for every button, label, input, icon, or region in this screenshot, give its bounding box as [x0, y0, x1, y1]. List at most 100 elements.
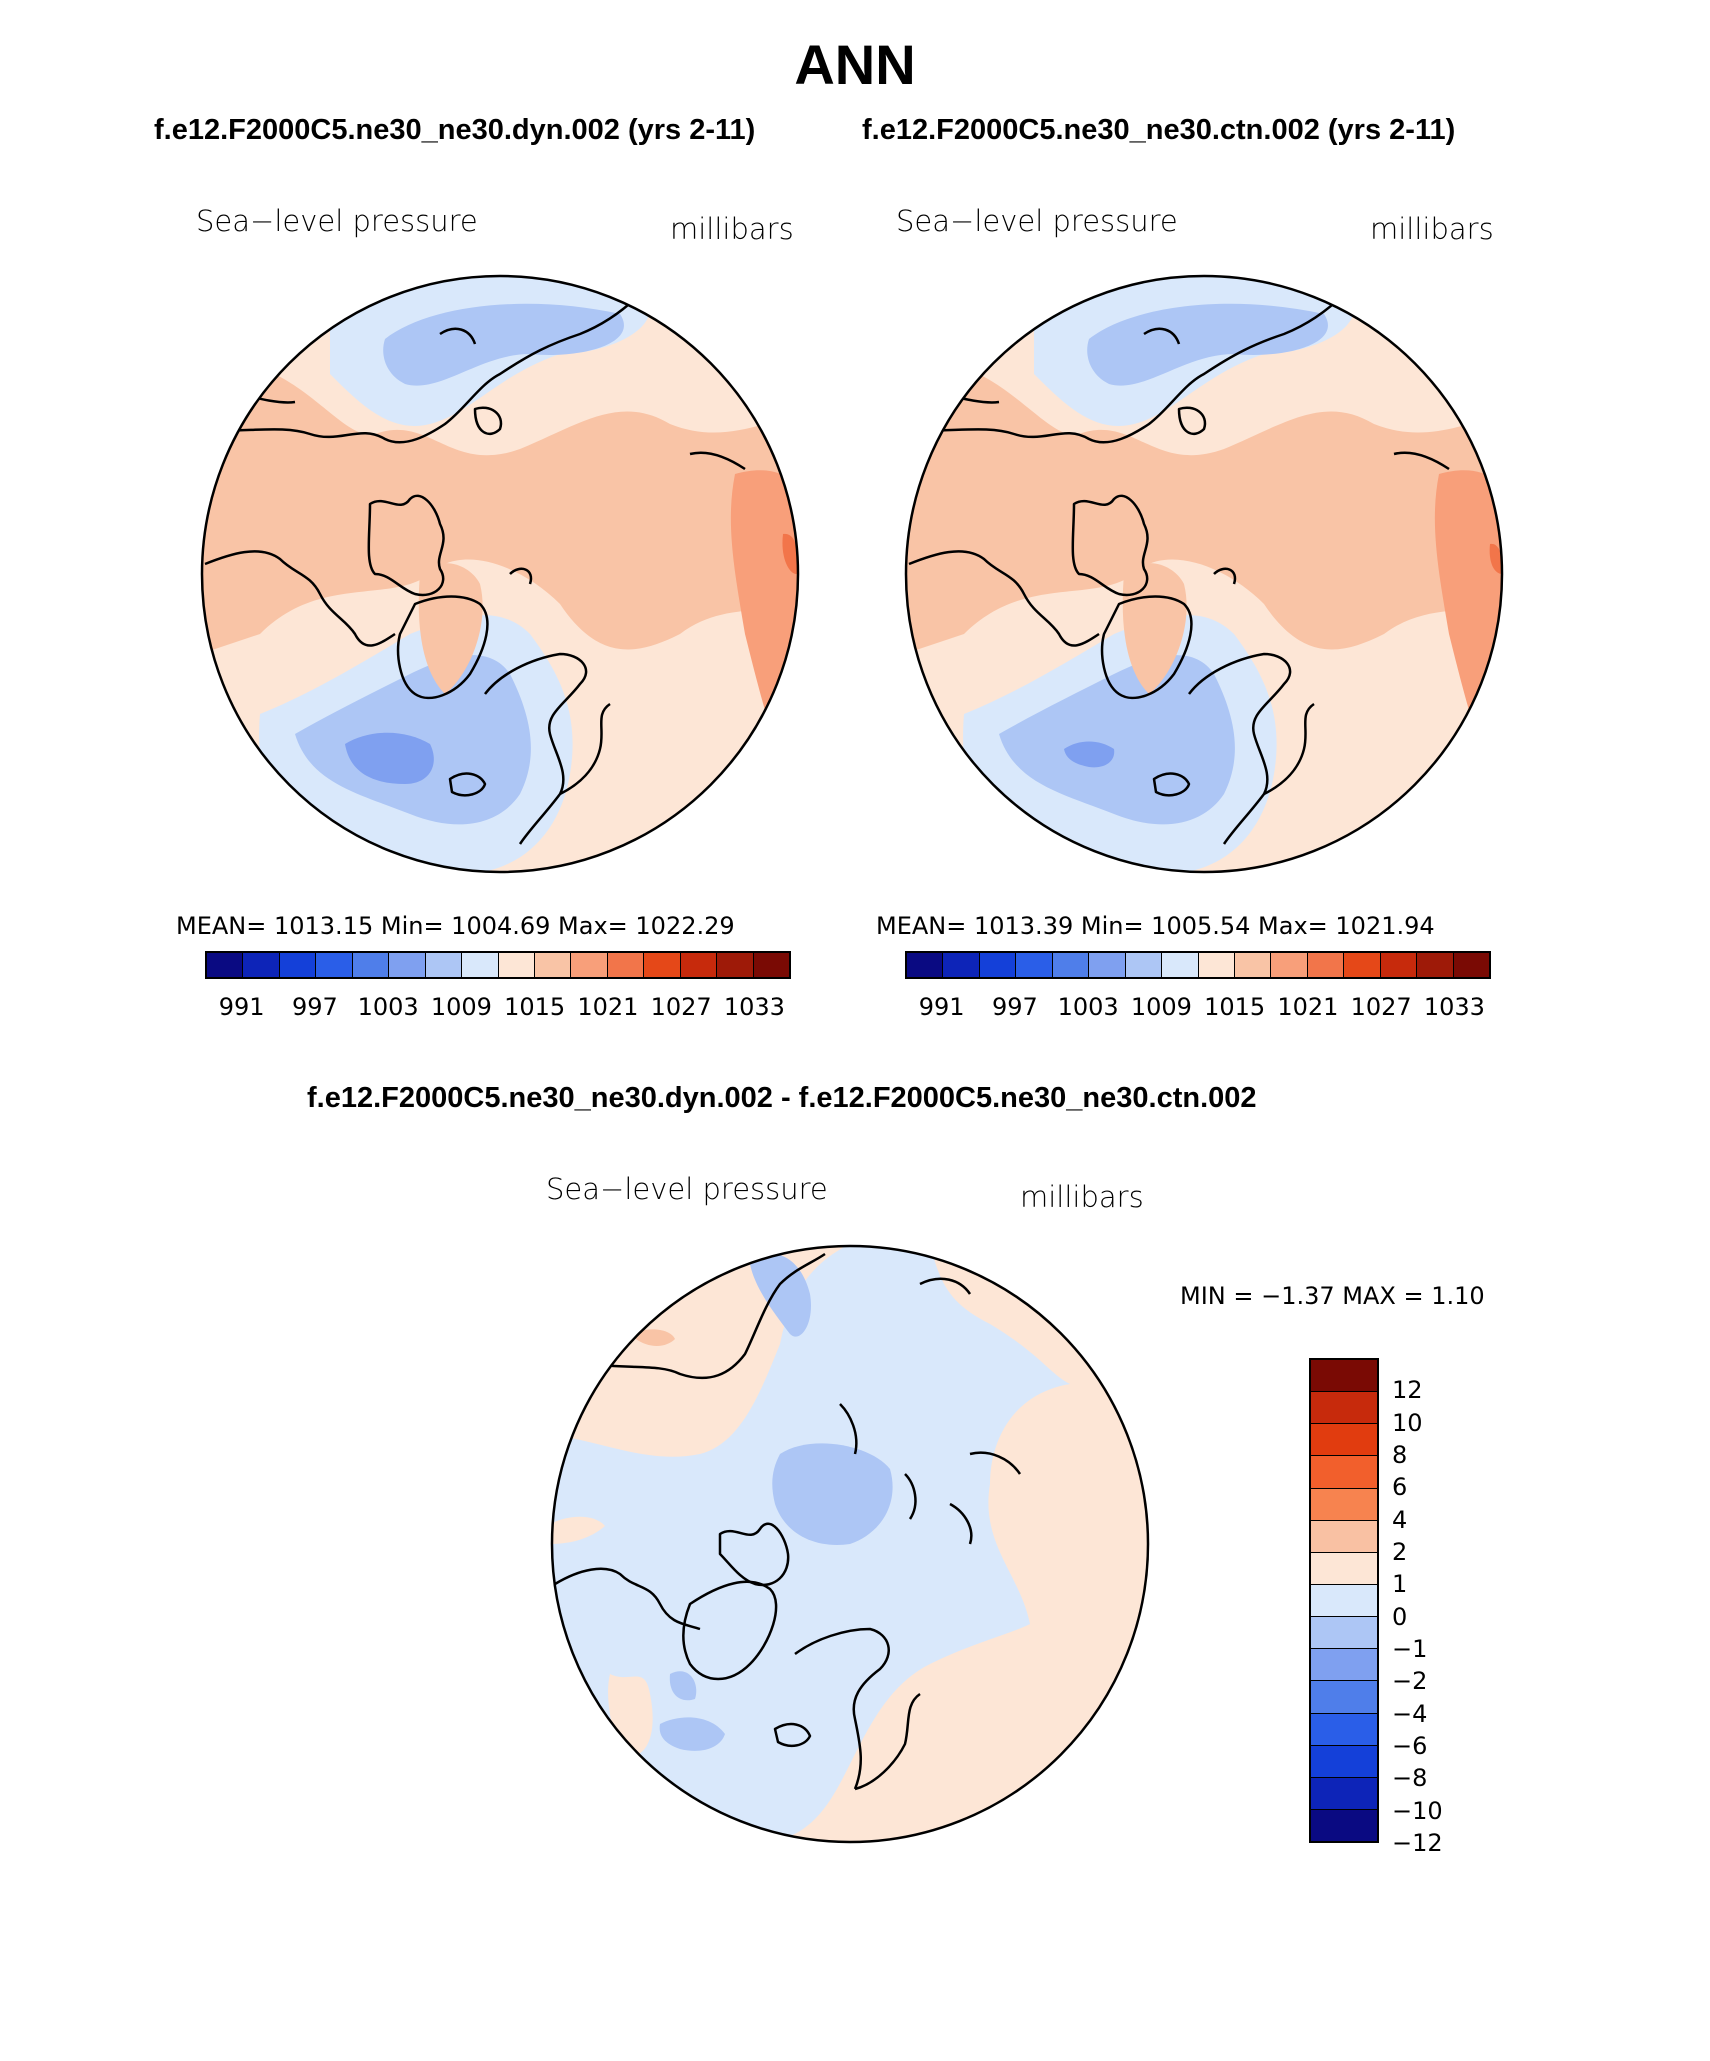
panel1-colorbar-swatch — [425, 953, 463, 977]
diff-colorbar-tick-label: 0 — [1392, 1602, 1408, 1631]
diff-colorbar-tick-label: −1 — [1392, 1635, 1428, 1663]
panel2-colorbar-swatch — [1052, 953, 1090, 977]
diff-minmax: MIN = −1.37 MAX = 1.10 — [1180, 1282, 1485, 1310]
diff-colorbar-swatch — [1311, 1424, 1377, 1457]
diff-colorbar-tick-label: 12 — [1392, 1376, 1423, 1405]
panel1-colorbar-tick-label: 1027 — [650, 993, 712, 1021]
diff-colorbar-ticks: 12 10 8 6 4 2 1 0 −1 −2 −4 −6 −8 −10 −12 — [1392, 1358, 1472, 1857]
diff-colorbar-swatch — [1311, 1456, 1377, 1489]
panel1-colorbar-swatch — [207, 953, 244, 977]
panel1-colorbar-tick-label: 1033 — [723, 993, 785, 1021]
panel1-colorbar-tick-label: 997 — [291, 993, 338, 1021]
panel2-colorbar-tick-label: 1033 — [1423, 993, 1485, 1021]
panel1-colorbar-swatch — [717, 953, 754, 977]
diff-colorbar-tick-label: 4 — [1392, 1505, 1408, 1534]
panel2-colorbar-ticks: 991 997 1003 1009 1015 1021 1027 1033 — [905, 993, 1491, 1023]
subtitle-dyn-run: f.e12.F2000C5.ne30_ne30.dyn.002 (yrs 2-1… — [154, 114, 756, 146]
panel1-colorbar-swatch — [316, 953, 353, 977]
panel1-units-label: millibars — [670, 212, 794, 246]
diff-colorbar-tick-label: −8 — [1392, 1764, 1428, 1793]
panel2-colorbar-tick-label: 1027 — [1350, 993, 1412, 1021]
panel2-colorbar-swatch — [907, 953, 944, 977]
panel1-colorbar-swatch — [462, 953, 499, 977]
panel1-colorbar-swatch — [644, 953, 681, 977]
diff-colorbar-swatch — [1311, 1520, 1377, 1553]
panel1-colorbar-tick-label: 1015 — [504, 993, 566, 1021]
panel2-polar-map — [904, 274, 1504, 874]
diff-colorbar-swatch — [1311, 1584, 1377, 1618]
diff-colorbar-swatch — [1311, 1617, 1377, 1650]
diff-colorbar-tick-label: −6 — [1392, 1732, 1428, 1760]
panel1-colorbar-swatch — [243, 953, 280, 977]
panel2-colorbar-swatch — [1271, 953, 1308, 977]
diff-units-label: millibars — [1020, 1180, 1144, 1214]
panel2-colorbar-tick-label: 1021 — [1277, 993, 1339, 1021]
panel1-colorbar — [205, 951, 791, 979]
page-title: ANN — [794, 33, 916, 96]
panel2-stats: MEAN= 1013.39 Min= 1005.54 Max= 1021.94 — [876, 912, 1435, 940]
diff-colorbar-swatch — [1311, 1552, 1377, 1585]
panel2-colorbar-tick-label: 1003 — [1057, 993, 1119, 1021]
panel2-colorbar-swatch — [979, 953, 1017, 977]
panel1-colorbar-swatch — [498, 953, 535, 977]
panel2-colorbar-swatch — [1016, 953, 1053, 977]
diff-colorbar-swatch — [1311, 1745, 1377, 1778]
panel2-colorbar-swatch — [1453, 953, 1489, 977]
panel1-polar-map — [200, 274, 800, 874]
panel2-colorbar-swatch — [1307, 953, 1345, 977]
diff-colorbar-tick-label: −2 — [1392, 1667, 1428, 1696]
panel2-colorbar-swatch — [943, 953, 980, 977]
diff-colorbar-tick-label: −12 — [1392, 1829, 1443, 1857]
panel1-colorbar-swatch — [389, 953, 426, 977]
panel2-colorbar-swatch — [1089, 953, 1126, 977]
diff-subtitle: f.e12.F2000C5.ne30_ne30.dyn.002 - f.e12.… — [307, 1082, 1257, 1114]
diff-variable-label: Sea−level pressure — [546, 1172, 828, 1206]
panel2-colorbar-swatch — [1198, 953, 1235, 977]
panel1-colorbar-tick-label: 1021 — [577, 993, 639, 1021]
diff-colorbar-tick-label: 10 — [1392, 1408, 1423, 1437]
diff-colorbar-tick-label: 6 — [1392, 1473, 1408, 1502]
panel1-colorbar-tick-label: 1003 — [357, 993, 419, 1021]
diff-colorbar-swatch — [1311, 1713, 1377, 1746]
subtitle-ctn-run: f.e12.F2000C5.ne30_ne30.ctn.002 (yrs 2-1… — [862, 114, 1456, 146]
panel2-colorbar-swatch — [1380, 953, 1418, 977]
panel1-stats: MEAN= 1013.15 Min= 1004.69 Max= 1022.29 — [176, 912, 735, 940]
panel1-colorbar-swatch — [753, 953, 789, 977]
diff-colorbar-swatch — [1311, 1649, 1377, 1682]
diff-colorbar-tick-label: 2 — [1392, 1538, 1408, 1566]
panel2-variable-label: Sea−level pressure — [896, 204, 1178, 238]
panel2-colorbar-swatch — [1234, 953, 1272, 977]
panel2-colorbar — [905, 951, 1491, 979]
diff-colorbar-swatch — [1311, 1392, 1377, 1425]
panel2-colorbar-swatch — [1344, 953, 1381, 977]
panel2-units-label: millibars — [1370, 212, 1494, 246]
panel2-colorbar-swatch — [1162, 953, 1199, 977]
panel1-colorbar-ticks: 991 997 1003 1009 1015 1021 1027 1033 — [205, 993, 791, 1023]
diff-colorbar — [1309, 1358, 1379, 1843]
diff-colorbar-swatch — [1311, 1809, 1377, 1842]
diff-colorbar-tick-label: 1 — [1392, 1570, 1408, 1599]
diff-colorbar-tick-label: −10 — [1392, 1796, 1443, 1825]
panel2-colorbar-tick-label: 1015 — [1204, 993, 1266, 1021]
panel1-variable-label: Sea−level pressure — [196, 204, 478, 238]
diff-colorbar-swatch — [1311, 1360, 1377, 1393]
diff-colorbar-tick-label: −4 — [1392, 1699, 1428, 1728]
diff-colorbar-swatch — [1311, 1777, 1377, 1810]
panel1-colorbar-tick-label: 1009 — [430, 993, 492, 1021]
diff-colorbar-swatch — [1311, 1681, 1377, 1714]
panel1-colorbar-swatch — [607, 953, 645, 977]
panel2-colorbar-tick-label: 1009 — [1130, 993, 1192, 1021]
panel1-colorbar-swatch — [352, 953, 390, 977]
panel1-colorbar-swatch — [279, 953, 317, 977]
panel1-colorbar-tick-label: 991 — [218, 993, 265, 1021]
diff-colorbar-swatch — [1311, 1488, 1377, 1521]
panel1-colorbar-swatch — [571, 953, 608, 977]
diff-colorbar-tick-label: 8 — [1392, 1441, 1408, 1469]
panel2-colorbar-swatch — [1417, 953, 1454, 977]
panel2-colorbar-tick-label: 991 — [918, 993, 965, 1021]
panel1-colorbar-swatch — [534, 953, 572, 977]
panel2-colorbar-swatch — [1125, 953, 1163, 977]
panel2-colorbar-tick-label: 997 — [991, 993, 1038, 1021]
diff-polar-map — [550, 1244, 1150, 1844]
panel1-colorbar-swatch — [680, 953, 718, 977]
